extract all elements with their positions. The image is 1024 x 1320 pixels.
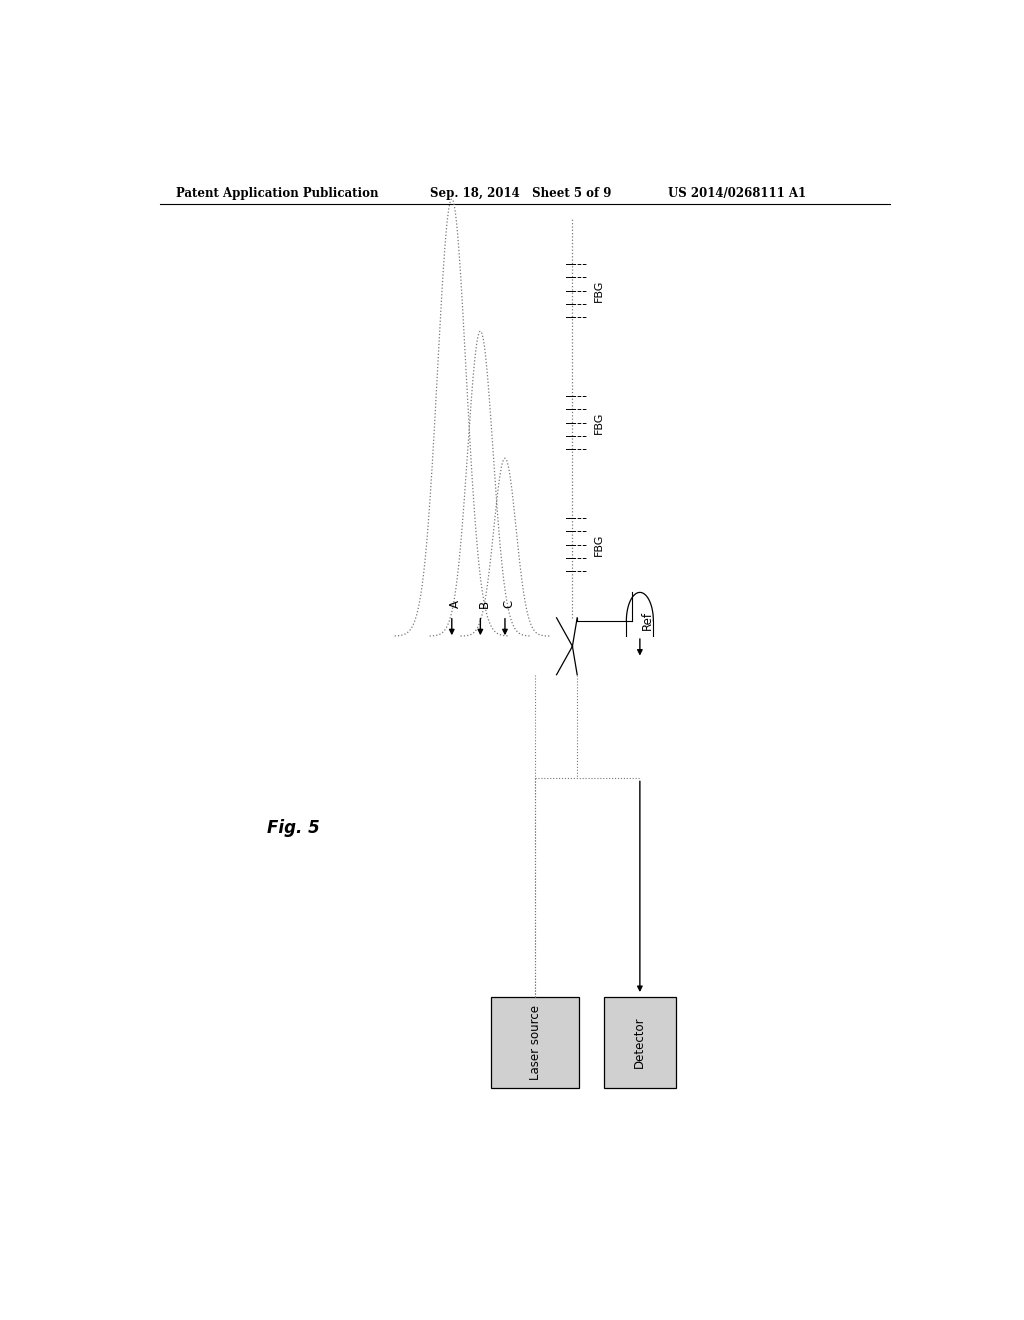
Text: FBG: FBG [594, 280, 603, 302]
Text: Sep. 18, 2014   Sheet 5 of 9: Sep. 18, 2014 Sheet 5 of 9 [430, 187, 611, 199]
Text: FBG: FBG [594, 412, 603, 434]
Text: US 2014/0268111 A1: US 2014/0268111 A1 [668, 187, 806, 199]
Text: Fig. 5: Fig. 5 [267, 818, 319, 837]
Text: C: C [503, 599, 515, 607]
Text: FBG: FBG [594, 533, 603, 556]
FancyBboxPatch shape [604, 997, 676, 1089]
Text: B: B [478, 599, 490, 607]
Text: Laser source: Laser source [528, 1005, 542, 1080]
Text: Ref: Ref [641, 611, 654, 630]
Text: Detector: Detector [634, 1016, 646, 1068]
Text: Patent Application Publication: Patent Application Publication [176, 187, 378, 199]
FancyBboxPatch shape [492, 997, 579, 1089]
Text: A: A [450, 599, 462, 607]
